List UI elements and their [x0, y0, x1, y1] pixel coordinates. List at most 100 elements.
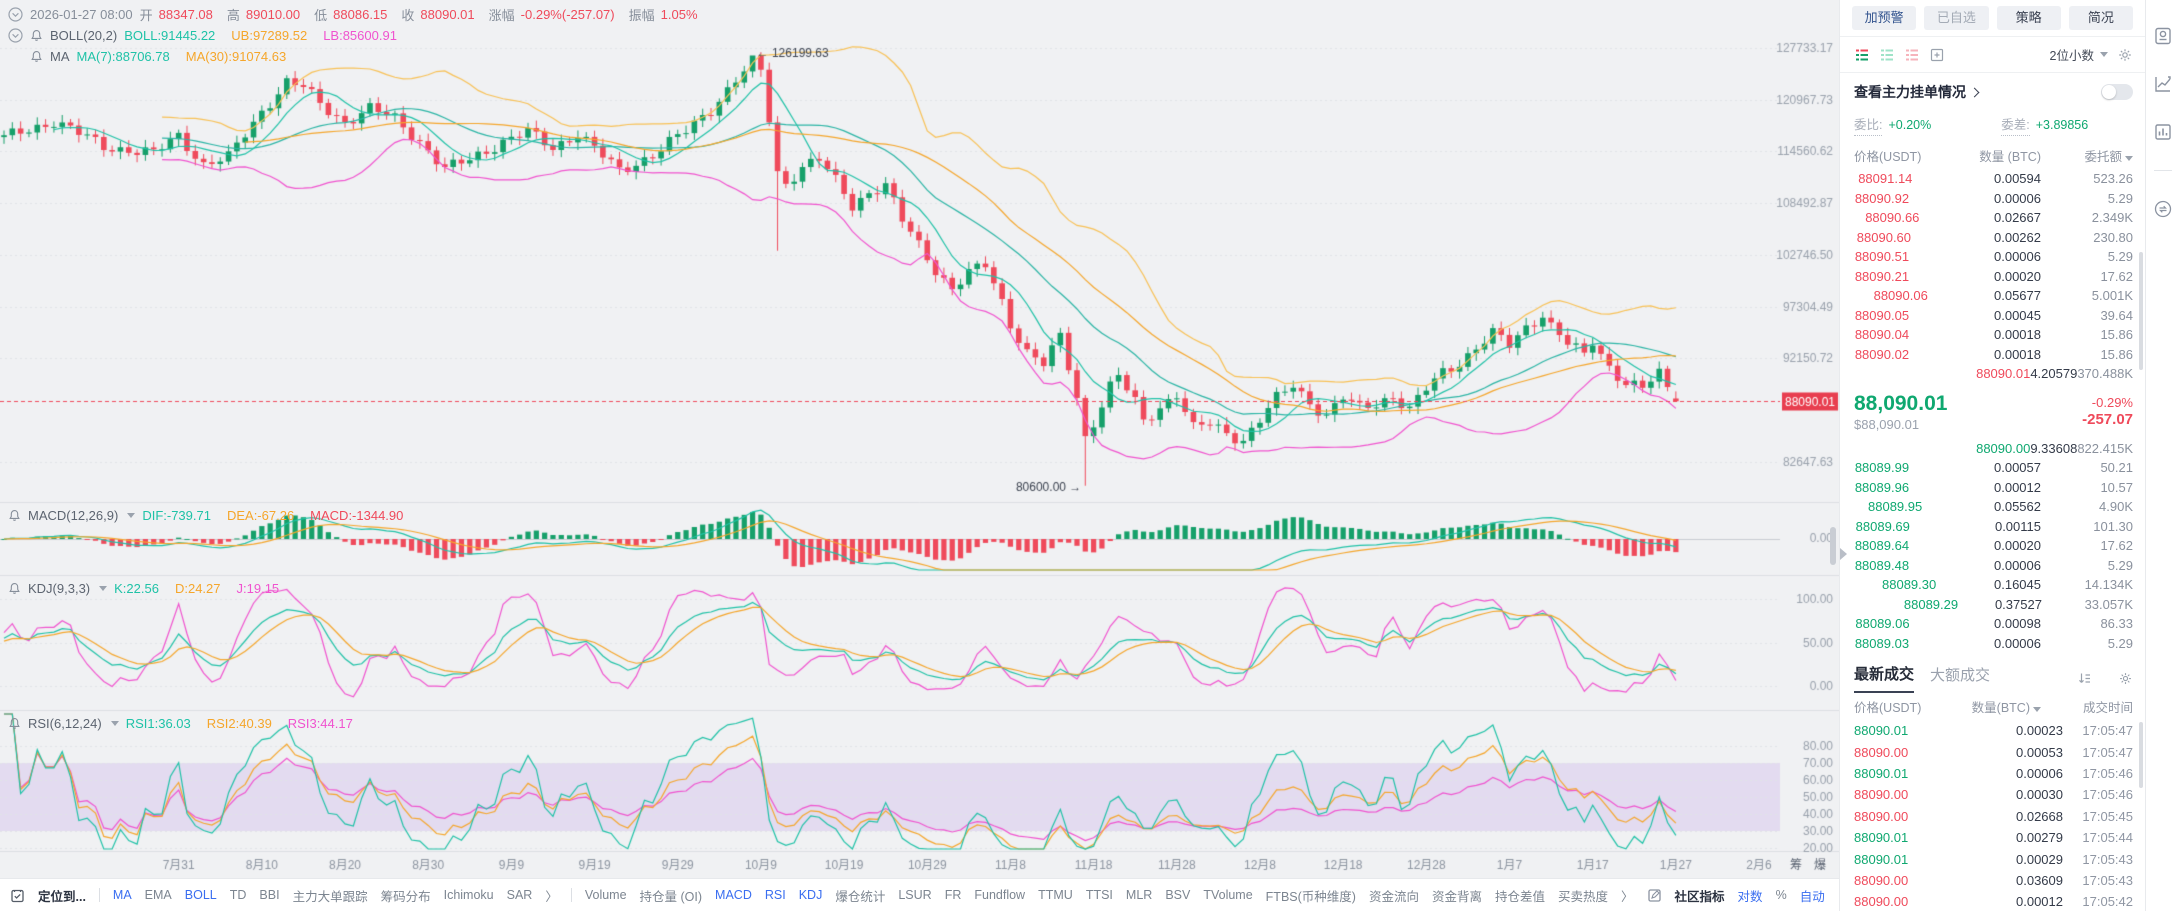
ask-row[interactable]: 88090.01 4.20579 370.488K — [1840, 364, 2145, 384]
trades-scrollbar[interactable] — [2139, 722, 2143, 788]
chevron-down-icon[interactable] — [127, 512, 136, 518]
price-chart-canvas[interactable] — [0, 0, 1839, 878]
toolbar-item[interactable]: MA — [112, 888, 132, 902]
col-amount[interactable]: 委托额 — [2041, 146, 2133, 165]
ask-row[interactable]: 88090.06 0.05677 5.001K — [1840, 286, 2145, 306]
favorited-button[interactable]: 已自选 — [1924, 6, 1989, 30]
toolbar-item[interactable]: FR — [944, 888, 962, 902]
toolbar-item[interactable]: Fundflow — [974, 888, 1026, 902]
toolbar-item[interactable]: TD — [229, 888, 247, 902]
ask-row[interactable]: 88090.04 0.00018 15.86 — [1840, 325, 2145, 345]
book-settings-gear-icon[interactable] — [2117, 47, 2133, 63]
toolbar-item[interactable]: MACD — [715, 888, 752, 902]
trend-chart-icon[interactable] — [2153, 74, 2173, 94]
panel-collapse-icon[interactable] — [1840, 548, 1847, 560]
toolbar-item[interactable]: TVolume — [1203, 888, 1253, 902]
alert-bell-icon[interactable] — [30, 29, 43, 42]
ask-row[interactable]: 88090.02 0.00018 15.86 — [1840, 345, 2145, 365]
trade-row[interactable]: 88090.00 0.02668 17:05:45 — [1840, 806, 2145, 827]
trade-row[interactable]: 88090.01 0.00029 17:05:43 — [1840, 848, 2145, 869]
toolbar-item[interactable]: TTSI — [1085, 888, 1113, 902]
trade-row[interactable]: 88090.00 0.00053 17:05:47 — [1840, 741, 2145, 762]
book-both-sides-icon[interactable] — [1854, 47, 1870, 63]
alert-bell-icon[interactable] — [8, 509, 21, 522]
asks-scrollbar[interactable] — [2139, 252, 2143, 370]
book-asks-only-icon[interactable] — [1904, 47, 1920, 63]
bar-stats-icon[interactable] — [2153, 122, 2173, 142]
col-qty[interactable]: 数量(BTC) — [1946, 697, 2041, 716]
locate-icon[interactable] — [10, 888, 25, 903]
toolbar-item[interactable]: 买卖热度 — [1558, 889, 1609, 904]
toolbar-item[interactable]: 持仓差值 — [1494, 889, 1545, 904]
alert-bell-icon[interactable] — [8, 717, 21, 730]
book-bids-only-icon[interactable] — [1879, 47, 1895, 63]
toolbar-item[interactable]: KDJ — [798, 888, 823, 902]
toolbar-item[interactable]: MLR — [1125, 888, 1153, 902]
main-orders-toggle[interactable] — [2101, 84, 2133, 100]
ask-row[interactable]: 88090.21 0.00020 17.62 — [1840, 267, 2145, 287]
ask-row[interactable]: 88090.05 0.00045 39.64 — [1840, 306, 2145, 326]
toolbar-item[interactable]: 主力大单跟踪 — [292, 889, 368, 904]
precision-dropdown[interactable]: 2位小数 — [2050, 45, 2108, 64]
ask-row[interactable]: 88090.51 0.00006 5.29 — [1840, 247, 2145, 267]
toolbar-item[interactable]: BOLL — [184, 888, 217, 902]
bid-row[interactable]: 88089.99 0.00057 50.21 — [1840, 458, 2145, 478]
toolbar-item[interactable]: 定位到... — [38, 889, 86, 904]
trade-row[interactable]: 88090.00 0.03609 17:05:43 — [1840, 870, 2145, 891]
ask-row[interactable]: 88091.14 0.00594 523.26 — [1840, 169, 2145, 189]
convert-swap-icon[interactable] — [2153, 199, 2173, 219]
alert-bell-icon[interactable] — [30, 50, 43, 63]
toolbar-item[interactable]: 自动 — [1799, 889, 1825, 904]
orders-money-panel-icon[interactable] — [2153, 26, 2173, 46]
bid-row[interactable]: 88089.03 0.00006 5.29 — [1840, 634, 2145, 654]
edit-indicator-icon[interactable] — [1647, 888, 1662, 903]
trades-settings-gear-icon[interactable] — [2118, 671, 2133, 686]
bid-row[interactable]: 88089.06 0.00098 86.33 — [1840, 614, 2145, 634]
profile-button[interactable]: 简况 — [2068, 6, 2133, 30]
toolbar-item[interactable]: 对数 — [1737, 889, 1763, 904]
bid-row[interactable]: 88089.95 0.05562 4.90K — [1840, 497, 2145, 517]
trade-row[interactable]: 88090.01 0.00006 17:05:46 — [1840, 763, 2145, 784]
trade-row[interactable]: 88090.00 0.00030 17:05:46 — [1840, 784, 2145, 805]
view-main-orders-link[interactable]: 查看主力挂单情况 — [1854, 82, 1980, 102]
toolbar-item[interactable]: BSV — [1165, 888, 1191, 902]
ask-row[interactable]: 88090.60 0.00262 230.80 — [1840, 228, 2145, 248]
bid-row[interactable]: 88089.96 0.00012 10.57 — [1840, 478, 2145, 498]
ask-row[interactable]: 88090.66 0.02667 2.349K — [1840, 208, 2145, 228]
toolbar-item[interactable]: 持仓量 (OI) — [639, 889, 703, 904]
bid-row[interactable]: 88090.00 9.33608 822.415K — [1840, 439, 2145, 459]
toolbar-item[interactable]: 资金流向 — [1368, 889, 1419, 904]
bid-row[interactable]: 88089.64 0.00020 17.62 — [1840, 536, 2145, 556]
strategy-button[interactable]: 策略 — [1996, 6, 2061, 30]
trade-row[interactable]: 88090.01 0.00023 17:05:47 — [1840, 720, 2145, 741]
toolbar-item[interactable]: TTMU — [1038, 888, 1073, 902]
book-custom-icon[interactable] — [1929, 47, 1945, 63]
chevron-down-icon[interactable] — [99, 585, 108, 591]
tab-large-trades[interactable]: 大额成交 — [1930, 667, 1991, 684]
toolbar-item[interactable]: 社区指标 — [1674, 889, 1725, 904]
trade-row[interactable]: 88090.01 0.00279 17:05:44 — [1840, 827, 2145, 848]
chevron-down-icon[interactable] — [110, 720, 119, 726]
toolbar-item[interactable]: BBI — [259, 888, 280, 902]
tab-latest-trades[interactable]: 最新成交 — [1854, 663, 1915, 693]
bid-row[interactable]: 88089.29 0.37527 33.057K — [1840, 595, 2145, 615]
bid-row[interactable]: 88089.30 0.16045 14.134K — [1840, 575, 2145, 595]
ask-row[interactable]: 88090.92 0.00006 5.29 — [1840, 189, 2145, 209]
add-alert-button[interactable]: 加预警 — [1852, 6, 1917, 30]
collapse-chevron-icon[interactable] — [8, 6, 23, 22]
toolbar-item[interactable]: LSUR — [898, 888, 932, 902]
panel-resize-handle[interactable] — [1830, 527, 1836, 565]
bid-row[interactable]: 88089.69 0.00115 101.30 — [1840, 517, 2145, 537]
toolbar-item[interactable]: Ichimoku — [443, 888, 494, 902]
toolbar-item[interactable]: EMA — [144, 888, 172, 902]
sort-icon[interactable] — [2077, 671, 2092, 686]
collapse-chevron-icon[interactable] — [8, 27, 23, 43]
alert-bell-icon[interactable] — [8, 582, 21, 595]
toolbar-item[interactable]: % — [1775, 888, 1787, 902]
toolbar-item[interactable]: 筹码分布 — [380, 889, 431, 904]
trade-row[interactable]: 88090.00 0.00012 17:05:42 — [1840, 891, 2145, 911]
toolbar-item[interactable]: 〉 — [1621, 889, 1634, 904]
toolbar-item[interactable]: 〉 — [545, 889, 558, 904]
toolbar-item[interactable]: FTBS(币种维度) — [1265, 889, 1356, 904]
bid-row[interactable]: 88089.48 0.00006 5.29 — [1840, 556, 2145, 576]
